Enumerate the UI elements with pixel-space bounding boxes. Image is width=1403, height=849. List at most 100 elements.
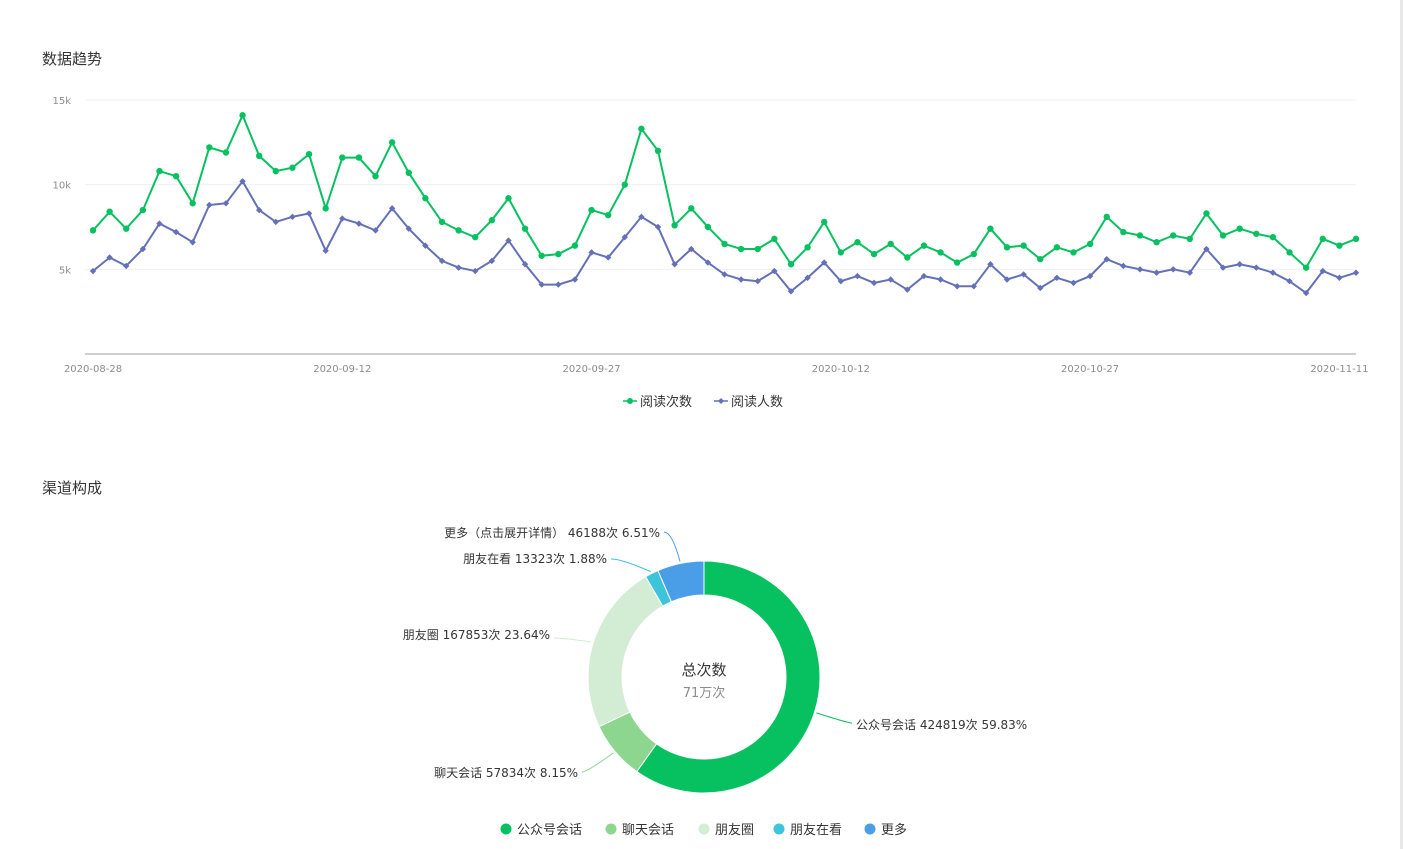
series-2-point xyxy=(172,228,180,236)
series-1-point xyxy=(1136,232,1144,239)
series-1-point xyxy=(455,227,462,234)
series-1-point xyxy=(222,149,230,156)
series-1-point xyxy=(1120,228,1127,236)
donut-slice-1 xyxy=(636,560,821,794)
series-1-point xyxy=(289,164,296,171)
series-2-point xyxy=(322,247,329,254)
series-1-point xyxy=(272,167,280,175)
series-1-point xyxy=(1286,249,1293,256)
series-2-point xyxy=(339,215,346,222)
series-2-point xyxy=(904,286,911,293)
series-1-point xyxy=(1253,230,1260,237)
series-1-point xyxy=(505,195,512,202)
series-2-point xyxy=(688,245,695,253)
slice-label: 朋友圈 167853次 23.64% xyxy=(403,628,550,642)
x-tick-label: 2020-08-28 xyxy=(64,364,122,375)
series-1-point xyxy=(787,261,795,268)
series-2-point xyxy=(1053,274,1061,281)
series-2-point xyxy=(754,277,761,285)
series-1-point xyxy=(555,250,562,258)
series-2-point xyxy=(1219,264,1227,271)
series-1-point xyxy=(372,173,379,180)
pie-legend-item-5: 更多 xyxy=(864,822,907,838)
series-1-point xyxy=(870,250,878,258)
series-1-point xyxy=(804,244,811,251)
series-1-point xyxy=(837,249,845,256)
series-1-point xyxy=(654,147,662,154)
trend-section-title: 数据趋势 xyxy=(42,50,103,68)
series-2-point xyxy=(289,213,296,221)
series-2-point xyxy=(1103,255,1110,263)
series-2-point xyxy=(438,257,446,265)
series-1-point xyxy=(521,225,529,232)
series-1-point xyxy=(1103,213,1110,221)
series-1-point xyxy=(1020,242,1027,249)
series-2-point xyxy=(472,267,479,275)
series-1-point xyxy=(1153,239,1160,246)
series-2-point xyxy=(488,257,496,265)
series-2-point xyxy=(821,259,828,266)
series-2-point xyxy=(588,249,595,256)
y-tick-label: 5k xyxy=(59,265,71,276)
series-2-point xyxy=(1153,269,1160,276)
series-1-point xyxy=(704,223,712,231)
series-1-point xyxy=(887,240,894,248)
series-2-point xyxy=(870,279,878,287)
series-1-point xyxy=(339,154,346,161)
series-1-point xyxy=(305,150,313,158)
series-2-point xyxy=(123,262,130,270)
series-2-point xyxy=(737,276,745,283)
series-2-point xyxy=(1003,276,1011,283)
series-1-point xyxy=(1003,244,1011,251)
series-1-point xyxy=(1037,255,1044,263)
series-2-point xyxy=(1336,274,1343,281)
pie-legend-item-3: 朋友圈 xyxy=(698,822,754,838)
series-2-point xyxy=(787,288,795,295)
x-tick-label: 2020-09-12 xyxy=(313,364,371,375)
trend-line-chart: 15k 10k 5k 2020-08-28 2020-09-12 2020-09-27 20… xyxy=(52,96,1368,410)
pie-legend-label: 更多 xyxy=(881,822,907,838)
series-2-point xyxy=(638,213,645,221)
series-1-point xyxy=(1086,240,1094,248)
x-tick-label: 2020-11-11 xyxy=(1310,364,1368,375)
donut-center-title: 总次数 xyxy=(681,661,726,679)
pie-legend-item-2: 聊天会话 xyxy=(605,823,674,838)
x-tick-label: 2020-10-27 xyxy=(1061,364,1119,375)
slice-label: 聊天会话 57834次 8.15% xyxy=(434,766,578,780)
series-2-point xyxy=(1136,266,1144,273)
series-2-point xyxy=(621,233,628,241)
series-1-point xyxy=(737,245,745,253)
series-2-point xyxy=(455,264,462,271)
series-2-point xyxy=(521,261,529,268)
pie-legend-marker xyxy=(605,823,617,835)
label-leader-line xyxy=(663,531,681,562)
channel-section-title: 渠道构成 xyxy=(42,479,103,497)
series-2-point xyxy=(372,227,379,234)
series-2-point xyxy=(156,220,163,227)
series-1-point xyxy=(904,254,911,261)
series-1-point xyxy=(588,206,595,214)
series-2-point xyxy=(239,178,246,185)
series-1-point xyxy=(1319,235,1326,243)
series-2-point xyxy=(837,277,845,285)
series-1-point xyxy=(721,240,728,248)
legend-marker xyxy=(718,398,724,404)
series-1-point xyxy=(1186,235,1194,243)
series-2-point xyxy=(1020,271,1027,278)
donut-center-value: 71万次 xyxy=(683,685,726,701)
series-1-point xyxy=(239,112,246,119)
series-1-point xyxy=(422,195,429,202)
series-1-point xyxy=(1219,232,1227,239)
series-2-point xyxy=(106,254,113,261)
series-1-point xyxy=(106,208,113,215)
slice-label: 朋友在看 13323次 1.88% xyxy=(463,552,607,566)
series-2-point xyxy=(139,245,147,253)
series-1-point xyxy=(1203,210,1210,217)
series-2-point xyxy=(1203,245,1210,253)
series-2-point xyxy=(89,267,97,275)
pie-legend-label: 朋友圈 xyxy=(715,822,754,838)
series-2-point xyxy=(222,200,230,207)
series-2-point xyxy=(255,206,263,214)
series-1-point xyxy=(754,245,761,253)
y-tick-label: 10k xyxy=(52,181,71,192)
